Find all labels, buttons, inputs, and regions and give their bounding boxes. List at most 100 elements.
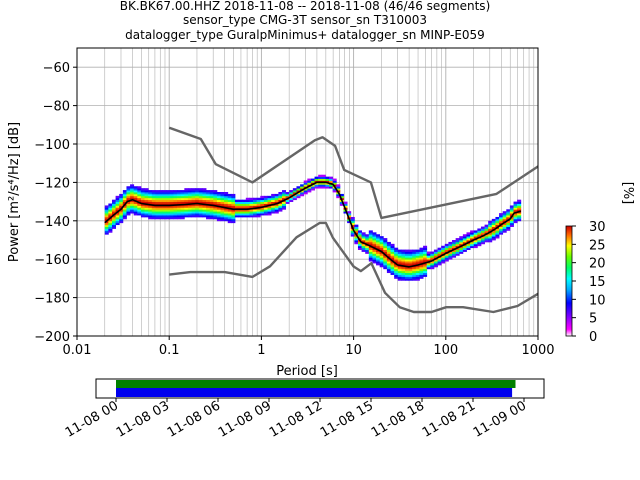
psd-histogram-cell <box>408 253 413 256</box>
psd-histogram-cell <box>108 230 113 233</box>
psd-histogram-cell <box>209 207 214 210</box>
psd-histogram-cell <box>130 211 135 214</box>
psd-histogram-cell <box>260 209 265 212</box>
psd-histogram-cell <box>506 220 511 224</box>
psd-histogram-cell <box>162 207 167 210</box>
psd-histogram-cell <box>155 195 160 199</box>
psd-histogram-cell <box>433 251 438 254</box>
psd-histogram-cell <box>115 199 120 202</box>
psd-histogram-cell <box>404 255 410 258</box>
psd-histogram-cell <box>423 251 428 254</box>
psd-histogram-cell <box>412 255 417 258</box>
psd-histogram-cell <box>386 255 391 258</box>
psd-histogram-cell <box>216 209 221 212</box>
psd-histogram-cell <box>162 197 167 201</box>
psd-histogram-cell <box>115 207 120 210</box>
psd-histogram-cell <box>499 213 504 216</box>
psd-histogram-cell <box>397 261 402 264</box>
psd-histogram-cell <box>296 188 301 191</box>
psd-histogram-cell <box>285 193 290 197</box>
psd-histogram-cell <box>509 209 514 212</box>
psd-histogram-cell <box>401 276 406 279</box>
psd-histogram-cell <box>119 218 124 222</box>
psd-histogram-cell <box>202 207 207 210</box>
psd-histogram-cell <box>484 230 489 233</box>
psd-histogram-cell <box>455 253 460 256</box>
new-low-noise-model-line <box>169 221 538 314</box>
psd-histogram-cell <box>144 197 149 201</box>
psd-histogram-cell <box>401 266 406 270</box>
psd-histogram-cell <box>198 209 203 212</box>
psd-histogram-cell <box>506 211 511 214</box>
psd-histogram-cell <box>144 205 149 208</box>
psd-histogram-cell <box>155 216 160 220</box>
psd-histogram-cell <box>386 270 391 274</box>
psd-histogram-cell <box>159 190 164 193</box>
psd-histogram-cell <box>271 197 276 201</box>
psd-histogram-cell <box>491 236 496 239</box>
psd-histogram-cell <box>159 207 164 210</box>
psd-histogram-cell <box>191 203 196 206</box>
psd-histogram-cell <box>390 251 395 254</box>
psd-mean-line <box>104 181 522 268</box>
psd-histogram-cell <box>122 193 127 197</box>
psd-histogram-cell <box>169 190 174 193</box>
psd-histogram-cell <box>216 207 221 210</box>
psd-histogram-cell <box>386 243 391 247</box>
psd-histogram-cell <box>423 270 428 274</box>
psd-histogram-cell <box>397 270 402 274</box>
psd-histogram-cell <box>130 201 135 204</box>
psd-histogram-cell <box>173 216 178 220</box>
psd-histogram-cell <box>144 209 149 212</box>
psd-histogram-cell <box>383 259 388 262</box>
psd-histogram-cell <box>227 218 232 222</box>
psd-histogram-cell <box>177 211 182 214</box>
psd-histogram-cell <box>169 197 174 201</box>
psd-histogram-cell <box>509 218 514 222</box>
psd-histogram-cell <box>404 266 410 270</box>
psd-histogram-cell <box>350 222 355 226</box>
psd-histogram-cell <box>383 261 388 264</box>
psd-histogram-cell <box>332 180 337 183</box>
psd-histogram-cell <box>296 195 301 199</box>
psd-histogram-cell <box>267 195 272 199</box>
psd-histogram-cell <box>140 211 145 214</box>
psd-histogram-cell <box>130 203 135 206</box>
psd-histogram-cell <box>140 190 145 193</box>
psd-histogram-cell <box>187 197 192 201</box>
psd-histogram-cell <box>198 190 203 193</box>
psd-histogram-cell <box>115 197 120 201</box>
psd-histogram-cell <box>119 215 124 218</box>
psd-histogram-cell <box>365 234 370 237</box>
psd-histogram-cell <box>329 184 334 187</box>
psd-histogram-cell <box>274 197 279 201</box>
y-tick-label: −160 <box>34 253 70 268</box>
psd-histogram-cell <box>220 213 225 216</box>
psd-histogram-cell <box>314 176 319 179</box>
psd-histogram-cell <box>126 211 131 214</box>
psd-histogram-cell <box>394 264 399 268</box>
psd-histogram-cell <box>404 253 410 256</box>
psd-histogram-cell <box>394 249 399 252</box>
psd-histogram-cell <box>271 209 276 212</box>
psd-histogram-cell <box>412 261 417 264</box>
psd-histogram-cell <box>242 215 247 218</box>
psd-histogram-cell <box>325 176 330 179</box>
psd-histogram-cell <box>404 274 410 277</box>
psd-histogram-cell <box>202 193 207 197</box>
psd-histogram-cell <box>372 261 377 264</box>
psd-histogram-cell <box>300 192 305 195</box>
psd-histogram-cell <box>408 276 413 279</box>
psd-histogram-cell <box>166 211 171 214</box>
psd-histogram-cell <box>368 247 373 250</box>
psd-histogram-cell <box>376 238 381 241</box>
psd-histogram-cell <box>477 230 482 233</box>
psd-histogram-cell <box>133 190 138 193</box>
psd-histogram-cell <box>354 236 359 239</box>
psd-histogram-cell <box>177 213 182 216</box>
psd-histogram-cell <box>502 213 507 216</box>
psd-histogram-cell <box>271 199 276 202</box>
psd-histogram-cell <box>383 255 388 258</box>
psd-histogram-cell <box>376 241 381 245</box>
psd-histogram-cell <box>278 205 283 208</box>
